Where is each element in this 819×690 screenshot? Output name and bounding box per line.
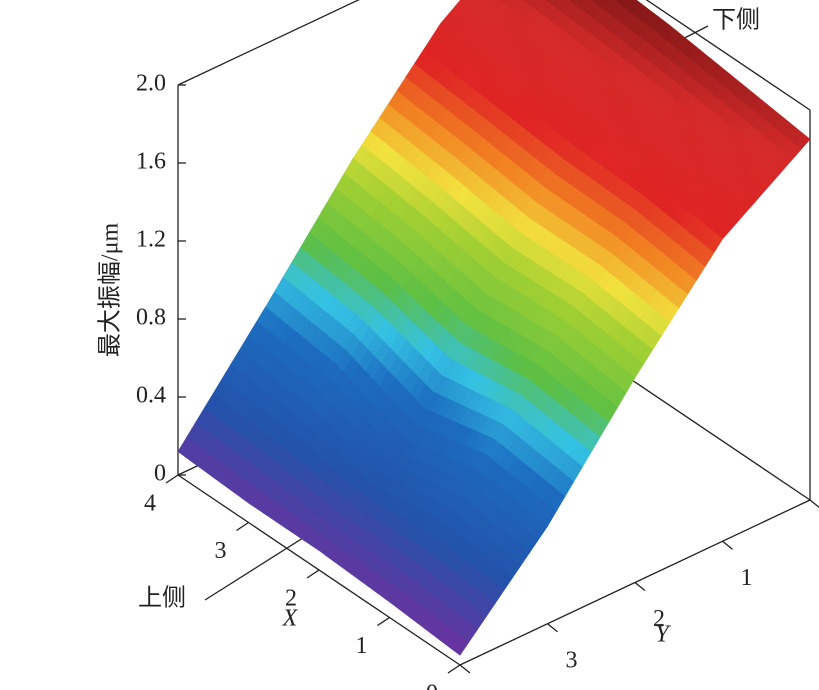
box-edge bbox=[177, 0, 360, 86]
x-tick-label: 2 bbox=[285, 586, 297, 612]
x-axis-label: X bbox=[282, 606, 299, 632]
z-tick-label: 2.0 bbox=[136, 71, 166, 97]
z-tick-label: 0.4 bbox=[136, 383, 166, 409]
y-tick bbox=[634, 581, 646, 592]
surface-patch bbox=[590, 0, 599, 4]
x-tick bbox=[165, 474, 179, 484]
x-tick bbox=[377, 616, 390, 627]
annotation: 上侧 bbox=[138, 585, 186, 612]
x-tick bbox=[236, 521, 249, 532]
x-tick bbox=[306, 569, 320, 579]
surface-patch bbox=[613, 0, 622, 4]
z-axis-label: 最大振幅/μm bbox=[97, 223, 124, 358]
y-tick bbox=[722, 540, 733, 550]
y-tick bbox=[459, 664, 471, 674]
z-tick-label: 0.8 bbox=[136, 305, 166, 331]
surface-patch bbox=[544, 0, 553, 4]
z-tick-label: 1.2 bbox=[136, 227, 166, 253]
y-tick bbox=[547, 623, 558, 633]
box-edge bbox=[645, 0, 811, 111]
y-tick-label: 4 bbox=[478, 689, 490, 690]
surface bbox=[177, 0, 811, 656]
annotation: 下侧 bbox=[712, 7, 760, 34]
surface-patch bbox=[476, 0, 484, 4]
surface-patch bbox=[498, 0, 507, 4]
x-tick-label: 4 bbox=[144, 491, 156, 517]
y-tick bbox=[809, 499, 819, 509]
surface-patch bbox=[567, 0, 576, 4]
z-tick-label: 1.6 bbox=[136, 149, 166, 175]
y-axis-label: Y bbox=[655, 622, 671, 648]
x-tick-label: 1 bbox=[356, 633, 368, 659]
surface-patch bbox=[452, 636, 470, 656]
x-tick bbox=[447, 664, 461, 674]
x-tick-label: 0 bbox=[426, 681, 438, 690]
y-tick-label: 1 bbox=[741, 565, 753, 591]
z-tick-label: 0 bbox=[154, 461, 166, 487]
x-tick-label: 3 bbox=[215, 538, 227, 564]
y-tick-label: 3 bbox=[566, 647, 578, 673]
y-tick-label: 2 bbox=[653, 606, 665, 632]
surface-patch bbox=[521, 0, 530, 4]
